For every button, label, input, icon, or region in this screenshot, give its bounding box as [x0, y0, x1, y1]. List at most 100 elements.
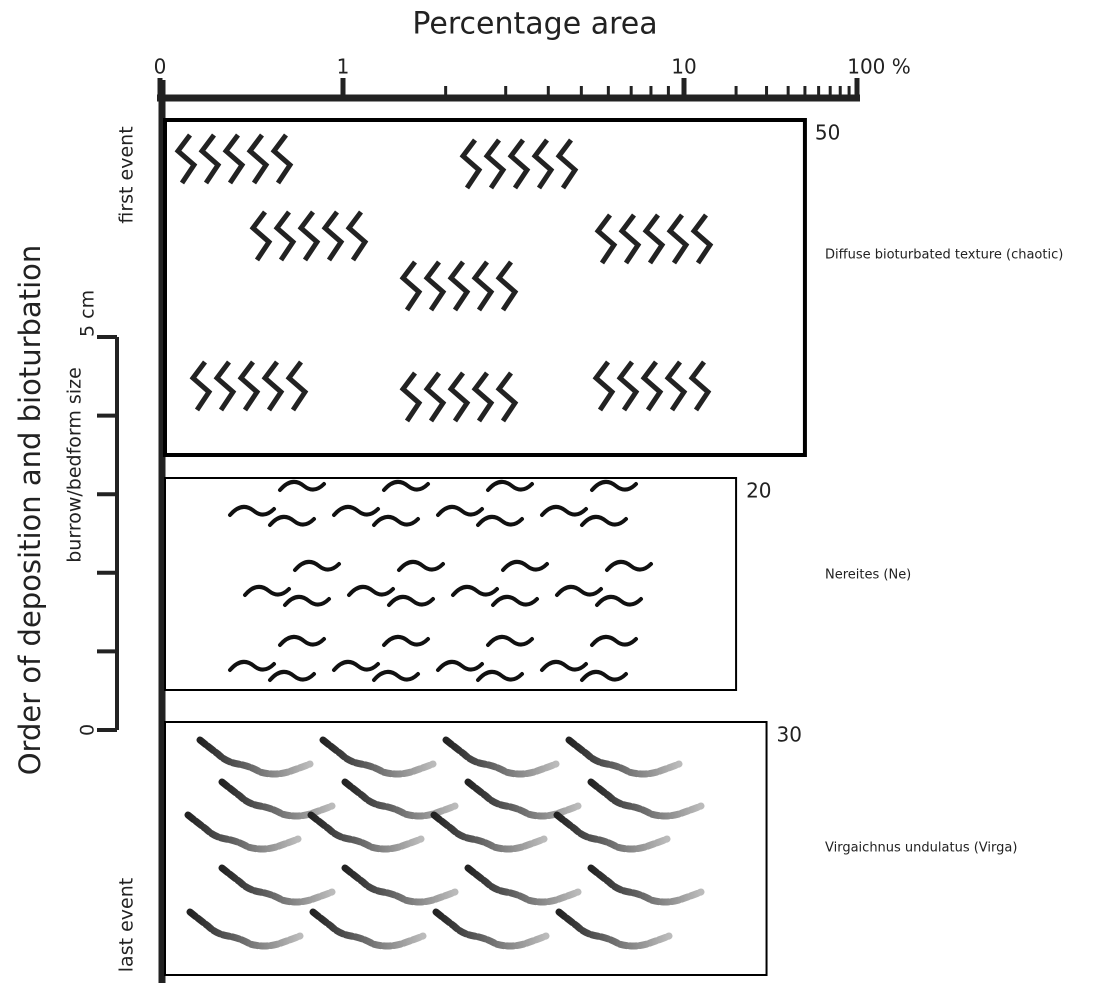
beaded-trace	[319, 736, 437, 778]
category-label: Diffuse bioturbated texture (chaotic)	[825, 248, 1063, 263]
size-tick-label: 5 cm	[77, 290, 99, 337]
wave	[486, 634, 534, 647]
squiggle	[189, 360, 213, 412]
bar	[164, 721, 768, 976]
wave	[540, 659, 588, 672]
squiggle	[531, 138, 555, 190]
squiggle	[618, 213, 642, 265]
size-scale-label: burrow/bedform size	[64, 367, 86, 563]
squiggle	[507, 138, 531, 190]
wave	[382, 479, 430, 492]
beaded-trace	[587, 864, 705, 906]
wave	[332, 659, 380, 672]
squiggle	[664, 360, 688, 412]
wave	[486, 479, 534, 492]
wave	[387, 594, 435, 607]
squiggle	[483, 138, 507, 190]
squiggle	[594, 213, 618, 265]
annotation: last event	[116, 878, 138, 972]
squiggle	[249, 210, 273, 262]
squiggle	[297, 210, 321, 262]
beaded-trace	[184, 811, 302, 853]
wave	[595, 594, 643, 607]
squiggle	[688, 360, 712, 412]
squiggle	[640, 360, 664, 412]
squiggle	[447, 260, 471, 312]
squiggle	[423, 260, 447, 312]
wave	[278, 634, 326, 647]
squiggle	[471, 260, 495, 312]
squiggle	[399, 371, 423, 423]
beaded-trace	[464, 778, 582, 820]
value-label: 50	[815, 121, 840, 145]
wave	[243, 584, 291, 597]
squiggle	[285, 360, 309, 412]
wave	[540, 504, 588, 517]
x-tick-label: 100 %	[847, 55, 911, 79]
squiggle	[237, 360, 261, 412]
squiggle	[270, 133, 294, 185]
squiggle	[592, 360, 616, 412]
category-label: Virgaichnus undulatus (Virga)	[825, 841, 1017, 856]
wave	[436, 659, 484, 672]
wave	[228, 504, 276, 517]
wave	[382, 634, 430, 647]
squiggle	[423, 371, 447, 423]
value-label: 30	[777, 723, 802, 747]
pattern	[184, 736, 705, 950]
wave	[278, 479, 326, 492]
wave	[332, 504, 380, 517]
squiggle	[495, 371, 519, 423]
beaded-trace	[565, 736, 683, 778]
wave	[476, 669, 524, 682]
wave	[501, 559, 549, 572]
wave	[590, 634, 638, 647]
wave	[476, 514, 524, 527]
wave	[397, 559, 445, 572]
wave	[605, 559, 653, 572]
squiggle	[495, 260, 519, 312]
squiggle	[273, 210, 297, 262]
beaded-trace	[309, 908, 427, 950]
annotation: first event	[116, 126, 138, 223]
wave	[451, 584, 499, 597]
size-tick-label: 0	[77, 724, 99, 736]
x-tick-label: 0	[154, 55, 167, 79]
pattern	[228, 479, 653, 682]
beaded-trace	[555, 908, 673, 950]
beaded-trace	[218, 778, 336, 820]
x-tick-label: 10	[671, 55, 696, 79]
pattern	[174, 133, 714, 423]
squiggle	[174, 133, 198, 185]
beaded-trace	[196, 736, 314, 778]
squiggle	[213, 360, 237, 412]
x-tick-label: 1	[337, 55, 350, 79]
wave	[580, 669, 628, 682]
squiggle	[246, 133, 270, 185]
wave	[372, 669, 420, 682]
squiggle	[321, 210, 345, 262]
wave	[436, 504, 484, 517]
beaded-trace	[587, 778, 705, 820]
category-label: Nereites (Ne)	[825, 568, 911, 583]
beaded-trace	[341, 778, 459, 820]
beaded-trace	[464, 864, 582, 906]
value-label: 20	[746, 479, 771, 503]
squiggle	[345, 210, 369, 262]
beaded-trace	[442, 736, 560, 778]
squiggle	[222, 133, 246, 185]
chart-title: Percentage area	[412, 7, 657, 42]
wave	[590, 479, 638, 492]
wave	[555, 584, 603, 597]
wave	[580, 514, 628, 527]
squiggle	[666, 213, 690, 265]
squiggle	[555, 138, 579, 190]
bar	[164, 477, 738, 691]
squiggle	[261, 360, 285, 412]
wave	[283, 594, 331, 607]
squiggle	[399, 260, 423, 312]
squiggle	[471, 371, 495, 423]
beaded-trace	[432, 908, 550, 950]
wave	[293, 559, 341, 572]
